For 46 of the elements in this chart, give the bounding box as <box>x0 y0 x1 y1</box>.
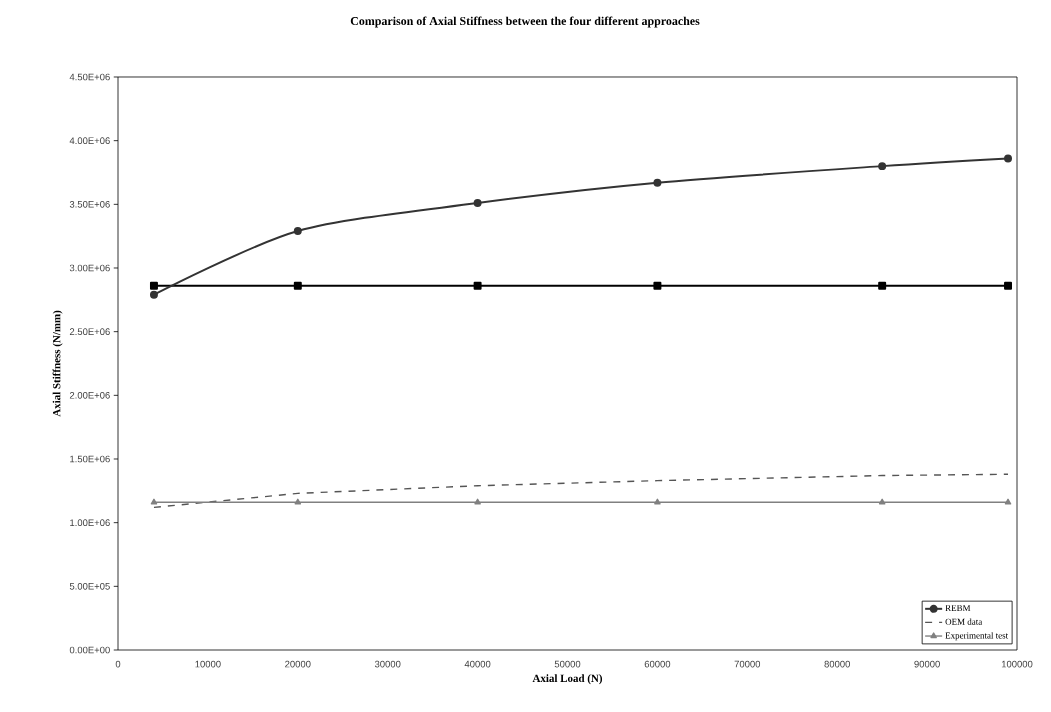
x-tick-label: 80000 <box>824 660 850 668</box>
y-tick-label: 3.00E+06 <box>69 264 110 272</box>
point <box>1004 498 1012 505</box>
point <box>473 199 482 208</box>
legend-label: OEM data <box>945 618 983 625</box>
y-tick-label: 1.50E+06 <box>70 455 110 463</box>
point <box>878 281 887 290</box>
point <box>878 498 886 505</box>
point <box>294 498 302 505</box>
point <box>149 290 158 299</box>
point <box>1004 154 1013 163</box>
x-tick-label: 70000 <box>734 660 761 668</box>
chart-title: Comparison of Axial Stiffness between the four different approaches <box>350 16 700 28</box>
y-tick-label: 4.50E+06 <box>69 73 110 81</box>
legend-label: REBM <box>945 605 971 612</box>
point <box>654 498 661 505</box>
line-series <box>153 473 1009 509</box>
x-tick-label: 50000 <box>554 660 581 668</box>
x-tick-label: 10000 <box>195 660 221 668</box>
point <box>149 281 158 290</box>
point <box>293 227 302 236</box>
x-tick-label: 20000 <box>285 660 311 668</box>
y-tick-label: 5.00E+05 <box>69 582 110 590</box>
y-tick-label: 3.50E+06 <box>69 200 110 208</box>
y-tick-label: 1.00E+06 <box>70 519 110 527</box>
y-axis-title: Axial Stiffness (N/mm) <box>52 310 63 417</box>
legend-label: Experimental test <box>945 632 1009 641</box>
x-tick-label: 60000 <box>644 660 671 668</box>
y-tick-label: 2.50E+06 <box>69 328 110 336</box>
x-axis-title: Axial Load (N) <box>532 674 603 685</box>
point <box>653 178 662 187</box>
point <box>473 281 482 290</box>
y-tick-label: 2.00E+06 <box>69 391 110 399</box>
point <box>653 281 662 290</box>
y-tick-label: 4.00E+06 <box>69 137 110 145</box>
x-tick-label: 100000 <box>1001 660 1033 668</box>
x-tick-label: 30000 <box>374 660 401 668</box>
x-tick-label: 90000 <box>914 660 940 668</box>
x-tick-label: 40000 <box>464 660 491 668</box>
point <box>474 498 481 505</box>
point <box>293 281 302 290</box>
point <box>150 498 158 505</box>
x-tick-label: 0 <box>115 660 121 668</box>
point <box>1004 281 1013 290</box>
y-tick-label: 0.00E+00 <box>69 646 110 654</box>
point <box>878 162 887 171</box>
